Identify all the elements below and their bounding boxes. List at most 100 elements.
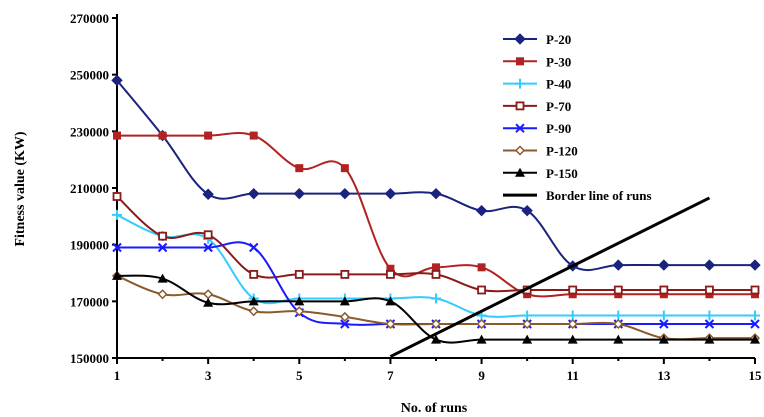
data-point-p-20 bbox=[749, 259, 761, 271]
x-tick-label: 3 bbox=[205, 368, 212, 383]
x-tick-label: 1 bbox=[114, 368, 121, 383]
legend-label-p-150: P-150 bbox=[546, 166, 578, 181]
data-point-p-120 bbox=[430, 318, 442, 330]
legend-marker-p-90 bbox=[515, 123, 525, 133]
data-point-p-40 bbox=[750, 310, 760, 321]
data-point-p-30 bbox=[113, 131, 121, 140]
data-point-p-20 bbox=[658, 259, 670, 271]
data-point-p-30 bbox=[249, 131, 258, 140]
data-point-p-70 bbox=[431, 270, 441, 279]
data-point-p-90 bbox=[249, 242, 259, 253]
data-point-p-120 bbox=[294, 306, 305, 317]
data-point-p-20 bbox=[612, 259, 624, 271]
y-tick-label: 170000 bbox=[70, 294, 109, 309]
data-point-p-150 bbox=[476, 334, 487, 344]
y-tick-label: 210000 bbox=[70, 181, 109, 196]
data-point-p-120 bbox=[339, 311, 350, 322]
legend-label-p-90: P-90 bbox=[546, 121, 571, 136]
x-tick-label: 5 bbox=[296, 368, 303, 383]
series-p-150 bbox=[112, 270, 760, 344]
data-point-p-150 bbox=[157, 273, 168, 283]
x-tick-label: 15 bbox=[749, 368, 763, 383]
data-point-p-150 bbox=[385, 296, 396, 306]
data-point-p-90 bbox=[157, 242, 168, 253]
series-p-20 bbox=[111, 74, 761, 272]
data-point-p-30 bbox=[340, 164, 349, 173]
chart-legend: P-20 P-30 P-40 P-70 P-90 P-120 P-150 Border lin… bbox=[503, 32, 652, 203]
data-point-p-70 bbox=[659, 285, 669, 295]
data-point-p-20 bbox=[475, 204, 488, 217]
data-point-p-40 bbox=[613, 310, 624, 321]
legend-label-p-30: P-30 bbox=[546, 54, 571, 69]
series-layer bbox=[111, 74, 761, 358]
x-tick-label: 7 bbox=[387, 368, 394, 383]
x-axis-title: No. of runs bbox=[401, 401, 468, 416]
series-p-120 bbox=[111, 270, 761, 344]
legend-marker-p-70 bbox=[515, 101, 525, 111]
data-point-p-150 bbox=[750, 334, 760, 344]
data-point-p-70 bbox=[158, 231, 167, 241]
data-point-p-70 bbox=[249, 270, 259, 279]
x-tick-label: 13 bbox=[657, 368, 671, 383]
legend-marker-p-40 bbox=[515, 78, 525, 89]
y-tick-label: 250000 bbox=[70, 68, 109, 83]
data-point-p-150 bbox=[339, 296, 350, 306]
data-point-p-40 bbox=[112, 209, 122, 220]
data-point-p-30 bbox=[477, 263, 486, 272]
data-point-p-20 bbox=[384, 187, 397, 200]
legend-label-border: Border line of runs bbox=[546, 188, 652, 203]
data-point-p-20 bbox=[703, 259, 716, 271]
data-point-p-120 bbox=[203, 289, 214, 300]
data-point-p-70 bbox=[568, 285, 578, 295]
legend-marker-p-120 bbox=[514, 145, 526, 156]
data-point-p-30 bbox=[432, 263, 440, 272]
data-point-p-30 bbox=[204, 131, 213, 140]
border-line-of-runs bbox=[389, 196, 711, 358]
data-point-p-90 bbox=[750, 319, 760, 329]
data-point-p-150 bbox=[567, 334, 578, 344]
data-point-p-20 bbox=[293, 187, 305, 200]
data-point-p-150 bbox=[658, 334, 669, 344]
series-p-70 bbox=[112, 192, 760, 295]
data-point-p-150 bbox=[294, 296, 305, 306]
data-point-p-150 bbox=[203, 297, 214, 307]
data-point-p-150 bbox=[431, 334, 441, 344]
data-point-p-90 bbox=[340, 319, 350, 329]
data-point-p-120 bbox=[248, 306, 259, 317]
y-tick-label: 150000 bbox=[70, 351, 109, 366]
data-point-p-30 bbox=[158, 131, 167, 140]
data-point-p-40 bbox=[431, 293, 441, 304]
y-tick-label: 230000 bbox=[70, 124, 109, 139]
data-point-p-20 bbox=[430, 187, 442, 200]
data-point-p-40 bbox=[704, 310, 715, 321]
data-point-p-90 bbox=[112, 242, 122, 253]
legend-label-p-120: P-120 bbox=[546, 144, 578, 159]
data-point-p-40 bbox=[567, 310, 578, 321]
data-point-p-70 bbox=[705, 285, 714, 295]
data-point-p-120 bbox=[567, 318, 578, 330]
data-point-p-70 bbox=[203, 230, 213, 240]
data-point-p-70 bbox=[294, 270, 304, 279]
legend-marker-p-30 bbox=[516, 57, 524, 66]
data-point-p-20 bbox=[248, 187, 260, 200]
y-tick-label: 190000 bbox=[70, 238, 109, 253]
data-point-p-120 bbox=[613, 318, 624, 330]
data-point-p-70 bbox=[340, 270, 350, 279]
legend-label-p-20: P-20 bbox=[546, 32, 571, 47]
data-point-p-40 bbox=[522, 310, 533, 321]
legend-label-p-40: P-40 bbox=[546, 77, 571, 92]
data-point-p-20 bbox=[111, 74, 123, 87]
data-point-p-90 bbox=[203, 242, 213, 253]
data-point-p-70 bbox=[477, 285, 486, 295]
data-point-p-150 bbox=[613, 334, 624, 344]
data-point-p-70 bbox=[750, 285, 760, 295]
data-point-p-150 bbox=[248, 296, 259, 306]
data-point-p-70 bbox=[112, 192, 122, 201]
data-point-p-150 bbox=[112, 270, 122, 280]
chart-axes: 150000 170000 190000 210000 230000 250000 2700… bbox=[70, 11, 762, 383]
data-point-p-30 bbox=[386, 264, 395, 273]
y-axis-title: Fitness value (KW) bbox=[13, 131, 28, 246]
data-point-p-120 bbox=[157, 289, 168, 300]
x-tick-label: 9 bbox=[478, 368, 485, 383]
